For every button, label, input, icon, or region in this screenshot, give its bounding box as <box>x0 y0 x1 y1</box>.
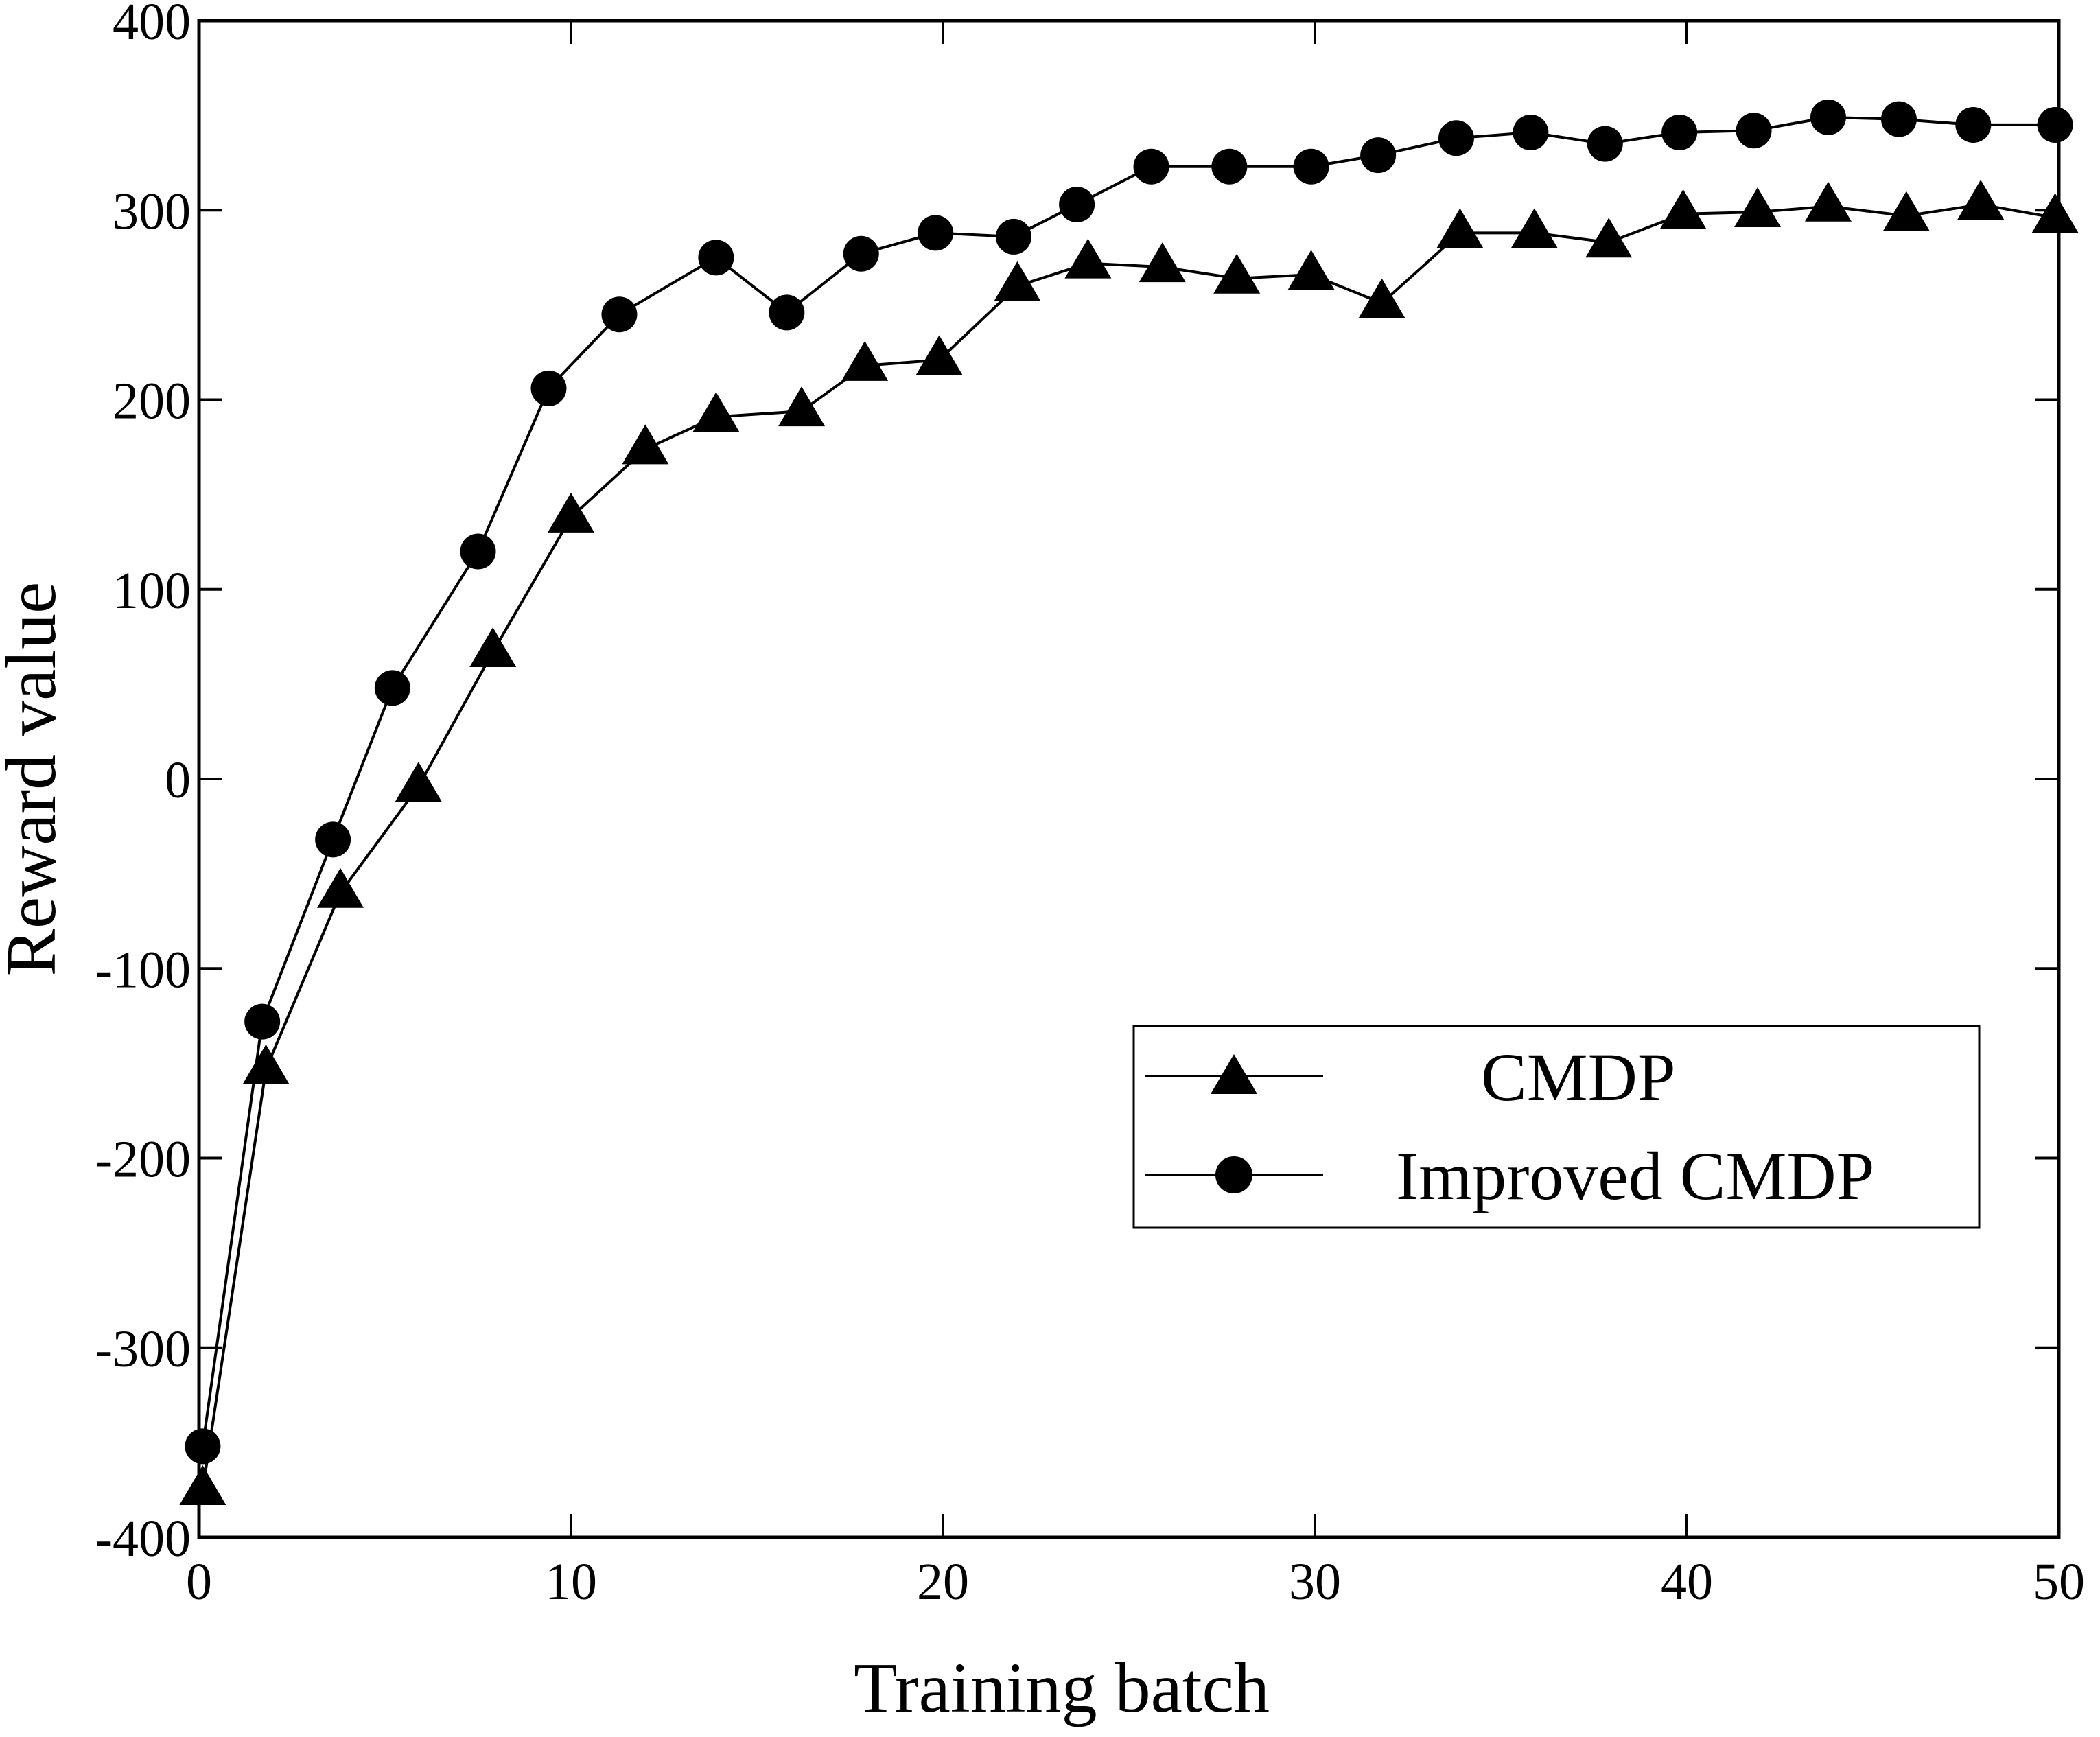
data-point-triangle <box>1659 189 1707 229</box>
y-tick-label: 100 <box>113 562 191 620</box>
data-point-triangle <box>841 340 889 381</box>
legend-marker-triangle-icon <box>1211 1054 1257 1094</box>
data-point-circle <box>374 670 410 706</box>
data-point-circle <box>843 235 879 272</box>
data-point-triangle <box>1882 191 1930 231</box>
data-point-circle <box>769 294 805 331</box>
y-tick-label: 200 <box>113 373 191 430</box>
x-tick-label: 20 <box>917 1553 969 1611</box>
data-point-triangle <box>548 492 594 533</box>
data-point-circle <box>1587 126 1623 162</box>
data-point-circle <box>1438 120 1474 156</box>
y-axis-title: Reward value <box>0 582 71 977</box>
data-point-triangle <box>1213 253 1261 294</box>
y-tick-label: -100 <box>95 941 191 999</box>
legend-label-improved-cmdp: Improved CMDP <box>1396 1138 1874 1214</box>
data-point-triangle <box>692 392 740 432</box>
data-point-circle <box>1955 106 1992 143</box>
x-tick-label: 40 <box>1661 1553 1713 1611</box>
data-point-triangle <box>622 424 669 465</box>
axis-tick-labels: 0 10 20 30 40 50 -400 -300 -200 -100 0 100 200 300 400 <box>95 0 2085 1611</box>
x-tick-label: 0 <box>186 1553 212 1611</box>
data-point-circle <box>601 296 638 333</box>
x-axis-title: Training batch <box>854 1648 1270 1727</box>
data-point-triangle <box>395 762 442 802</box>
data-point-triangle <box>1804 181 1852 222</box>
data-point-circle <box>1293 148 1329 185</box>
data-point-circle <box>1513 114 1549 150</box>
data-point-triangle <box>179 1465 226 1505</box>
data-point-circle <box>1810 99 1846 135</box>
data-point-triangle <box>1287 250 1335 290</box>
data-point-triangle <box>994 261 1041 301</box>
data-point-circle <box>460 533 496 570</box>
x-tick-label: 10 <box>545 1553 597 1611</box>
y-tick-label: 0 <box>165 751 191 809</box>
data-point-triangle <box>316 867 364 908</box>
data-point-circle <box>315 821 351 858</box>
data-point-triangle <box>2031 193 2079 233</box>
data-point-circle <box>1059 186 1095 222</box>
series-cmdp <box>179 180 2079 1505</box>
data-point-circle <box>698 240 734 276</box>
data-point-triangle <box>1358 278 1405 318</box>
data-point-triangle <box>1510 208 1558 248</box>
data-point-triangle <box>778 386 826 427</box>
x-tick-label: 50 <box>2033 1553 2085 1611</box>
data-point-triangle <box>915 335 963 375</box>
data-point-triangle <box>1436 208 1484 248</box>
data-point-circle <box>918 215 954 251</box>
legend-box <box>1132 1025 1981 1229</box>
data-point-triangle <box>469 627 517 667</box>
y-tick-label: 300 <box>113 183 191 240</box>
data-point-circle <box>1661 114 1698 150</box>
y-tick-label: 400 <box>113 0 191 51</box>
legend-marker-circle-icon <box>1215 1156 1252 1193</box>
data-point-triangle <box>1957 180 2005 220</box>
data-point-triangle <box>1139 242 1186 283</box>
data-point-circle <box>2037 106 2073 143</box>
y-tick-label: -300 <box>95 1320 191 1378</box>
data-point-circle <box>244 1003 281 1040</box>
data-point-triangle <box>1734 187 1781 228</box>
data-point-circle <box>1736 113 1772 149</box>
y-tick-label: -200 <box>95 1131 191 1189</box>
data-point-circle <box>185 1428 221 1465</box>
series-improved-cmdp <box>185 99 2073 1465</box>
data-point-circle <box>1880 101 1917 137</box>
data-point-triangle <box>1585 218 1633 258</box>
legend: CMDP Improved CMDP <box>1132 1025 1981 1229</box>
legend-label-cmdp: CMDP <box>1481 1039 1675 1115</box>
data-point-circle <box>530 370 567 406</box>
plot-area-frame <box>197 19 2061 1539</box>
data-point-circle <box>995 218 1031 255</box>
data-point-circle <box>1211 148 1248 185</box>
data-point-triangle <box>1064 238 1112 279</box>
data-point-circle <box>1133 148 1169 185</box>
x-tick-label: 30 <box>1289 1553 1341 1611</box>
data-point-circle <box>1360 137 1397 174</box>
y-tick-label: -400 <box>95 1510 191 1567</box>
series-layer <box>179 99 2079 1505</box>
